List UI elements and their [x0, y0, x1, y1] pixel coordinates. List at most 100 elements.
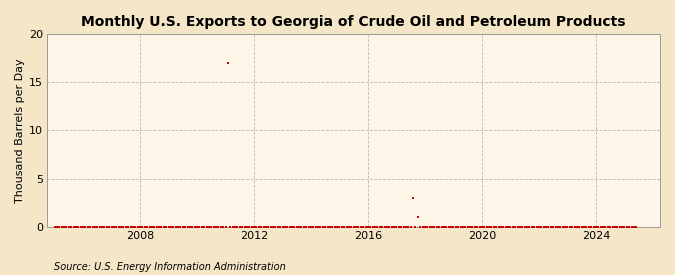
Point	[481, 224, 492, 229]
Point	[555, 224, 566, 229]
Point	[498, 224, 509, 229]
Point	[59, 224, 70, 229]
Point	[560, 224, 570, 229]
Point	[78, 224, 88, 229]
Point	[422, 224, 433, 229]
Point	[203, 224, 214, 229]
Point	[467, 224, 478, 229]
Point	[92, 224, 103, 229]
Point	[605, 224, 616, 229]
Point	[600, 224, 611, 229]
Point	[427, 224, 437, 229]
Point	[495, 224, 506, 229]
Point	[156, 224, 167, 229]
Point	[63, 224, 74, 229]
Point	[617, 224, 628, 229]
Point	[123, 224, 134, 229]
Point	[408, 196, 418, 200]
Point	[610, 224, 620, 229]
Point	[180, 224, 190, 229]
Point	[227, 224, 238, 229]
Point	[134, 224, 145, 229]
Point	[460, 224, 470, 229]
Point	[279, 224, 290, 229]
Point	[149, 224, 160, 229]
Point	[386, 224, 397, 229]
Point	[448, 224, 459, 229]
Point	[115, 224, 126, 229]
Point	[265, 224, 276, 229]
Point	[142, 224, 153, 229]
Point	[109, 224, 119, 229]
Point	[230, 224, 240, 229]
Point	[196, 224, 207, 229]
Point	[550, 224, 561, 229]
Point	[275, 224, 286, 229]
Point	[292, 224, 302, 229]
Point	[403, 224, 414, 229]
Point	[547, 224, 558, 229]
Point	[558, 224, 568, 229]
Point	[215, 224, 226, 229]
Point	[384, 224, 395, 229]
Point	[510, 224, 520, 229]
Point	[389, 224, 400, 229]
Point	[51, 224, 62, 229]
Point	[341, 224, 352, 229]
Point	[336, 224, 347, 229]
Point	[322, 224, 333, 229]
Point	[391, 224, 402, 229]
Point	[614, 224, 625, 229]
Point	[251, 224, 262, 229]
Point	[351, 224, 362, 229]
Point	[474, 224, 485, 229]
Point	[505, 224, 516, 229]
Point	[441, 224, 452, 229]
Y-axis label: Thousand Barrels per Day: Thousand Barrels per Day	[15, 58, 25, 203]
Point	[458, 224, 468, 229]
Point	[261, 224, 271, 229]
Point	[65, 224, 76, 229]
Point	[543, 224, 554, 229]
Point	[626, 224, 637, 229]
Point	[519, 224, 530, 229]
Point	[522, 224, 533, 229]
Point	[624, 224, 634, 229]
Point	[631, 224, 642, 229]
Point	[248, 224, 259, 229]
Point	[165, 224, 176, 229]
Point	[602, 224, 613, 229]
Point	[263, 224, 273, 229]
Point	[607, 224, 618, 229]
Point	[201, 224, 212, 229]
Point	[303, 224, 314, 229]
Point	[308, 224, 319, 229]
Point	[111, 224, 122, 229]
Point	[477, 224, 487, 229]
Point	[289, 224, 300, 229]
Point	[56, 224, 67, 229]
Point	[372, 224, 383, 229]
Point	[187, 224, 198, 229]
Point	[80, 224, 91, 229]
Point	[182, 224, 193, 229]
Point	[514, 224, 525, 229]
Point	[320, 224, 331, 229]
Point	[400, 224, 411, 229]
Point	[246, 224, 257, 229]
Point	[298, 224, 309, 229]
Point	[583, 224, 594, 229]
Point	[517, 224, 528, 229]
Point	[578, 224, 589, 229]
Point	[73, 224, 84, 229]
Point	[396, 224, 406, 229]
Point	[272, 224, 283, 229]
Point	[593, 224, 603, 229]
Point	[538, 224, 549, 229]
Point	[365, 224, 376, 229]
Point	[175, 224, 186, 229]
Point	[619, 224, 630, 229]
Point	[415, 224, 426, 229]
Point	[348, 224, 359, 229]
Point	[356, 224, 367, 229]
